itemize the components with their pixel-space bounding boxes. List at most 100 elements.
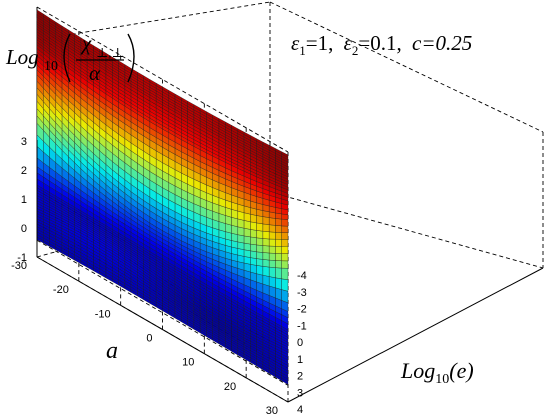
surface-patch <box>262 216 270 225</box>
surface-patch <box>275 267 282 280</box>
svg-text:ε1=1, ε2=0.1, c=0.: ε1=1, ε2=0.1, c=0.25 <box>291 31 472 58</box>
x-tick-label: -20 <box>53 284 69 296</box>
surface-patch <box>243 242 251 252</box>
y-tick-label: -2 <box>297 304 307 316</box>
z-tick-label: 0 <box>21 223 27 235</box>
z-tick-label: 1 <box>21 194 27 206</box>
z-tick-label: -1 <box>17 252 27 264</box>
surface-patch <box>262 259 270 268</box>
zlabel-denominator: α <box>89 61 101 85</box>
surface-patch <box>281 253 289 262</box>
zlabel-numerator: χ <box>80 31 92 55</box>
surface-patch <box>262 245 270 254</box>
zlabel-left-paren <box>63 33 71 83</box>
grid-line-e <box>36 239 289 386</box>
y-tick-label: 3 <box>297 387 303 399</box>
surface-patch <box>281 289 289 304</box>
z-axis-label: Log 10 χ ⊥,⊥ α <box>5 31 135 85</box>
surface-patch <box>275 260 282 269</box>
eps1-symbol: ε <box>291 31 300 55</box>
surface-patch <box>256 215 264 225</box>
surface-mesh <box>36 9 289 385</box>
eps1-sub: 1 <box>299 43 306 58</box>
surface-patch <box>256 222 264 232</box>
ylabel-subscript: 10 <box>435 372 449 387</box>
x-tick-label: 30 <box>266 405 278 414</box>
zlabel-right-paren <box>127 33 135 83</box>
surface-patch <box>250 264 257 274</box>
c-param: c=0.25 <box>412 31 472 55</box>
surface-patch <box>262 252 270 261</box>
surface-patch <box>250 213 257 224</box>
front-axes <box>36 140 544 403</box>
surface-patch <box>269 245 276 254</box>
surface-patch <box>275 225 282 233</box>
surface-patch <box>256 265 264 276</box>
eps2-sub: 2 <box>352 43 359 58</box>
surface-patch <box>281 232 289 240</box>
surface-patch <box>262 266 270 277</box>
surface-patch <box>281 225 289 233</box>
x-tick-label: 0 <box>146 333 152 345</box>
eps1-value: =1, <box>306 31 334 55</box>
surface-patch <box>269 231 276 240</box>
parameter-annotation: ε1=1, ε2=0.1, c=0.25 <box>291 31 472 58</box>
surface-patch <box>250 243 257 253</box>
ylabel-arg: (e) <box>449 358 473 383</box>
surface-patch <box>256 237 264 246</box>
surface-patch <box>250 257 257 266</box>
zlabel-prefix: Log <box>5 45 39 69</box>
surface-patch <box>281 246 289 254</box>
surface-patch <box>275 232 282 240</box>
x-tick-label: 10 <box>182 357 194 369</box>
zlabel-subscript: 10 <box>44 59 58 74</box>
surface-patch <box>281 151 289 158</box>
surface-patch <box>281 260 289 269</box>
surface-patch <box>275 277 282 290</box>
surface-patch <box>256 251 264 260</box>
surface-patch <box>269 276 276 289</box>
surface-patch <box>243 235 251 245</box>
surface-patch <box>269 266 276 279</box>
surface-patch <box>250 250 257 259</box>
y-tick-label: 2 <box>297 371 303 383</box>
surface-patch <box>275 253 282 261</box>
surface-patch <box>281 278 289 292</box>
surface-patch <box>275 218 282 227</box>
surface-patch <box>256 230 264 239</box>
surface-patch <box>237 234 245 244</box>
zlabel-numerator-sub: ⊥,⊥ <box>96 45 124 60</box>
surface-patch <box>250 236 257 246</box>
surface-patch <box>275 246 282 254</box>
y-axis-label: Log10(e) <box>400 358 474 387</box>
surface-patch <box>281 267 289 281</box>
surface-patch <box>243 249 251 258</box>
surface-patch <box>281 218 289 227</box>
y-tick-label: -1 <box>297 320 307 332</box>
x-axis-label: a <box>106 338 118 364</box>
eps2-symbol: ε <box>344 31 353 55</box>
surface-patch <box>269 252 276 261</box>
y-tick-label: -3 <box>297 287 307 299</box>
surface-patch <box>269 217 276 226</box>
surface-patch <box>256 258 264 267</box>
surface-patch <box>243 227 251 238</box>
surface-patch <box>250 221 257 231</box>
ylabel-prefix: Log <box>400 358 435 383</box>
surface-patch <box>243 262 251 273</box>
surface-patch <box>262 274 270 287</box>
surface-patch <box>269 224 276 233</box>
surface-patch <box>250 229 257 239</box>
y-tick-label: -4 <box>297 270 307 282</box>
surface-patch <box>256 244 264 253</box>
x-tick-label: -10 <box>95 308 111 320</box>
surface-patch <box>262 231 270 240</box>
surface-patch <box>281 239 289 247</box>
surface-patch <box>275 239 282 247</box>
y-tick-label: 0 <box>297 337 303 349</box>
surface-patch <box>262 223 270 232</box>
y-tick-label: 1 <box>297 354 303 366</box>
surface-patch <box>269 259 276 268</box>
